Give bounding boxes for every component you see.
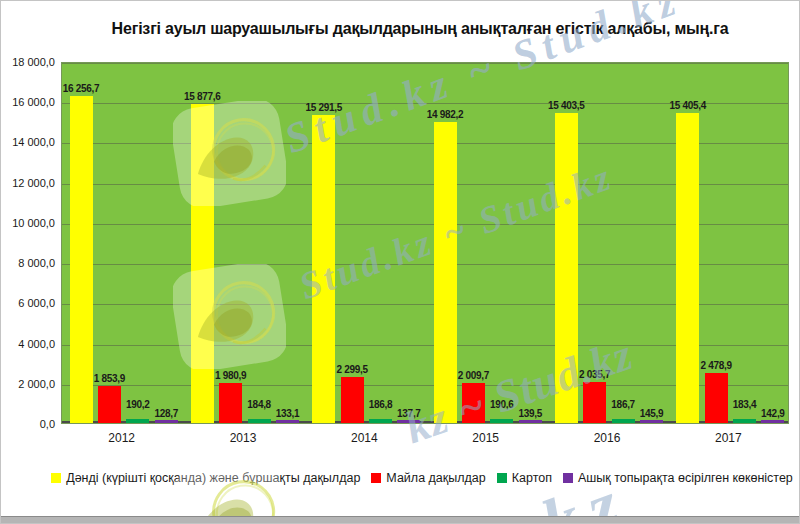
chart-title: Негізгі ауыл шаруашылығы дақылдарының ан…: [41, 20, 799, 38]
bar-value-label: 15 877,6: [184, 91, 221, 103]
legend-swatch: [563, 473, 573, 483]
bar-value-label: 15 291,5: [305, 102, 342, 114]
bar-value-label: 190,6: [490, 399, 514, 411]
plot-area: 16 256,7 1 853,9 190,2 128,7 15 877,6 1 980,9…: [61, 62, 789, 424]
bar-grain: [555, 113, 578, 423]
bar-value-label: 133,1: [276, 408, 300, 420]
bar-grain: [434, 122, 457, 423]
x-axis-category-label: 2012: [108, 431, 135, 445]
bar-vegetables: [397, 420, 420, 423]
bar-value-label: 2 035,7: [579, 369, 610, 381]
legend-item-vegetables: Ашық топырақта өсірілген көкөністер: [563, 471, 793, 485]
legend-swatch: [51, 473, 61, 483]
chart-page: Негізгі ауыл шаруашылығы дақылдарының ан…: [0, 0, 800, 524]
legend-swatch: [371, 473, 381, 483]
y-axis-tick-label: 18 000,0: [1, 55, 55, 69]
bar-oil: [583, 382, 606, 423]
x-axis-category-label: 2016: [594, 431, 621, 445]
bar-value-label: 15 405,4: [669, 100, 706, 112]
bar-value-label: 128,7: [154, 408, 178, 420]
x-axis-category-label: 2017: [715, 431, 742, 445]
bar-grain: [312, 115, 335, 423]
bar-value-label: 1 980,9: [215, 370, 246, 382]
bar-value-label: 137,7: [397, 408, 421, 420]
x-axis-category-label: 2015: [472, 431, 499, 445]
bar-value-label: 142,9: [761, 408, 785, 420]
bar-value-label: 1 853,9: [94, 373, 125, 385]
bar-oil: [341, 377, 364, 423]
bar-value-label: 184,8: [247, 399, 271, 411]
legend-label: Дәнді (күрішті қосқанда) және бұршақты д…: [66, 471, 360, 485]
bar-value-label: 15 403,5: [548, 100, 585, 112]
bar-oil: [98, 386, 121, 423]
gridline: [62, 63, 788, 64]
bar-value-label: 2 009,7: [458, 370, 489, 382]
bar-oil: [462, 383, 485, 423]
y-axis-tick-label: 2 000,0: [1, 377, 55, 391]
y-axis-tick-label: 8 000,0: [1, 256, 55, 270]
bar-value-label: 190,2: [126, 399, 150, 411]
bar-vegetables: [276, 420, 299, 423]
bottom-border-band: [1, 516, 799, 523]
y-axis-tick-label: 4 000,0: [1, 337, 55, 351]
bar-potato: [612, 419, 635, 423]
x-axis-category-label: 2013: [230, 431, 257, 445]
bar-vegetables: [640, 420, 663, 423]
y-axis-tick-label: 10 000,0: [1, 216, 55, 230]
y-axis-tick-label: 12 000,0: [1, 176, 55, 190]
legend-item-oil: Майла дақылдар: [371, 471, 485, 485]
bar-vegetables: [155, 420, 178, 423]
bar-value-label: 139,5: [518, 408, 542, 420]
bar-potato: [733, 419, 756, 423]
legend-item-potato: Картоп: [497, 471, 552, 485]
bar-potato: [369, 419, 392, 423]
y-axis-tick-label: 6 000,0: [1, 296, 55, 310]
bar-value-label: 186,8: [369, 399, 393, 411]
legend-label: Ашық топырақта өсірілген көкөністер: [578, 471, 793, 485]
bar-value-label: 14 982,2: [427, 109, 464, 121]
bar-vegetables: [761, 420, 784, 423]
bar-oil: [219, 383, 242, 423]
bar-potato: [248, 419, 271, 423]
bar-value-label: 183,4: [733, 399, 757, 411]
legend: Дәнді (күрішті қосқанда) және бұршақты д…: [63, 471, 781, 485]
watermark-logo: [173, 0, 286, 17]
y-axis-tick-label: 0,0: [1, 417, 55, 431]
bar-potato: [490, 419, 513, 423]
legend-swatch: [497, 473, 507, 483]
bar-value-label: 16 256,7: [63, 83, 100, 95]
bar-value-label: 145,9: [640, 408, 664, 420]
legend-label: Майла дақылдар: [386, 471, 485, 485]
bar-grain: [676, 113, 699, 423]
bar-value-label: 2 299,5: [336, 364, 367, 376]
bar-value-label: 186,7: [611, 399, 635, 411]
y-axis-tick-label: 14 000,0: [1, 135, 55, 149]
legend-item-grain: Дәнді (күрішті қосқанда) және бұршақты д…: [51, 471, 360, 485]
x-axis-category-label: 2014: [351, 431, 378, 445]
y-axis-tick-label: 16 000,0: [1, 95, 55, 109]
bar-vegetables: [519, 420, 542, 423]
bar-grain: [191, 104, 214, 423]
bar-grain: [70, 96, 93, 423]
bar-value-label: 2 478,9: [700, 360, 731, 372]
bar-oil: [705, 373, 728, 423]
legend-label: Картоп: [512, 471, 552, 485]
bar-potato: [126, 419, 149, 423]
